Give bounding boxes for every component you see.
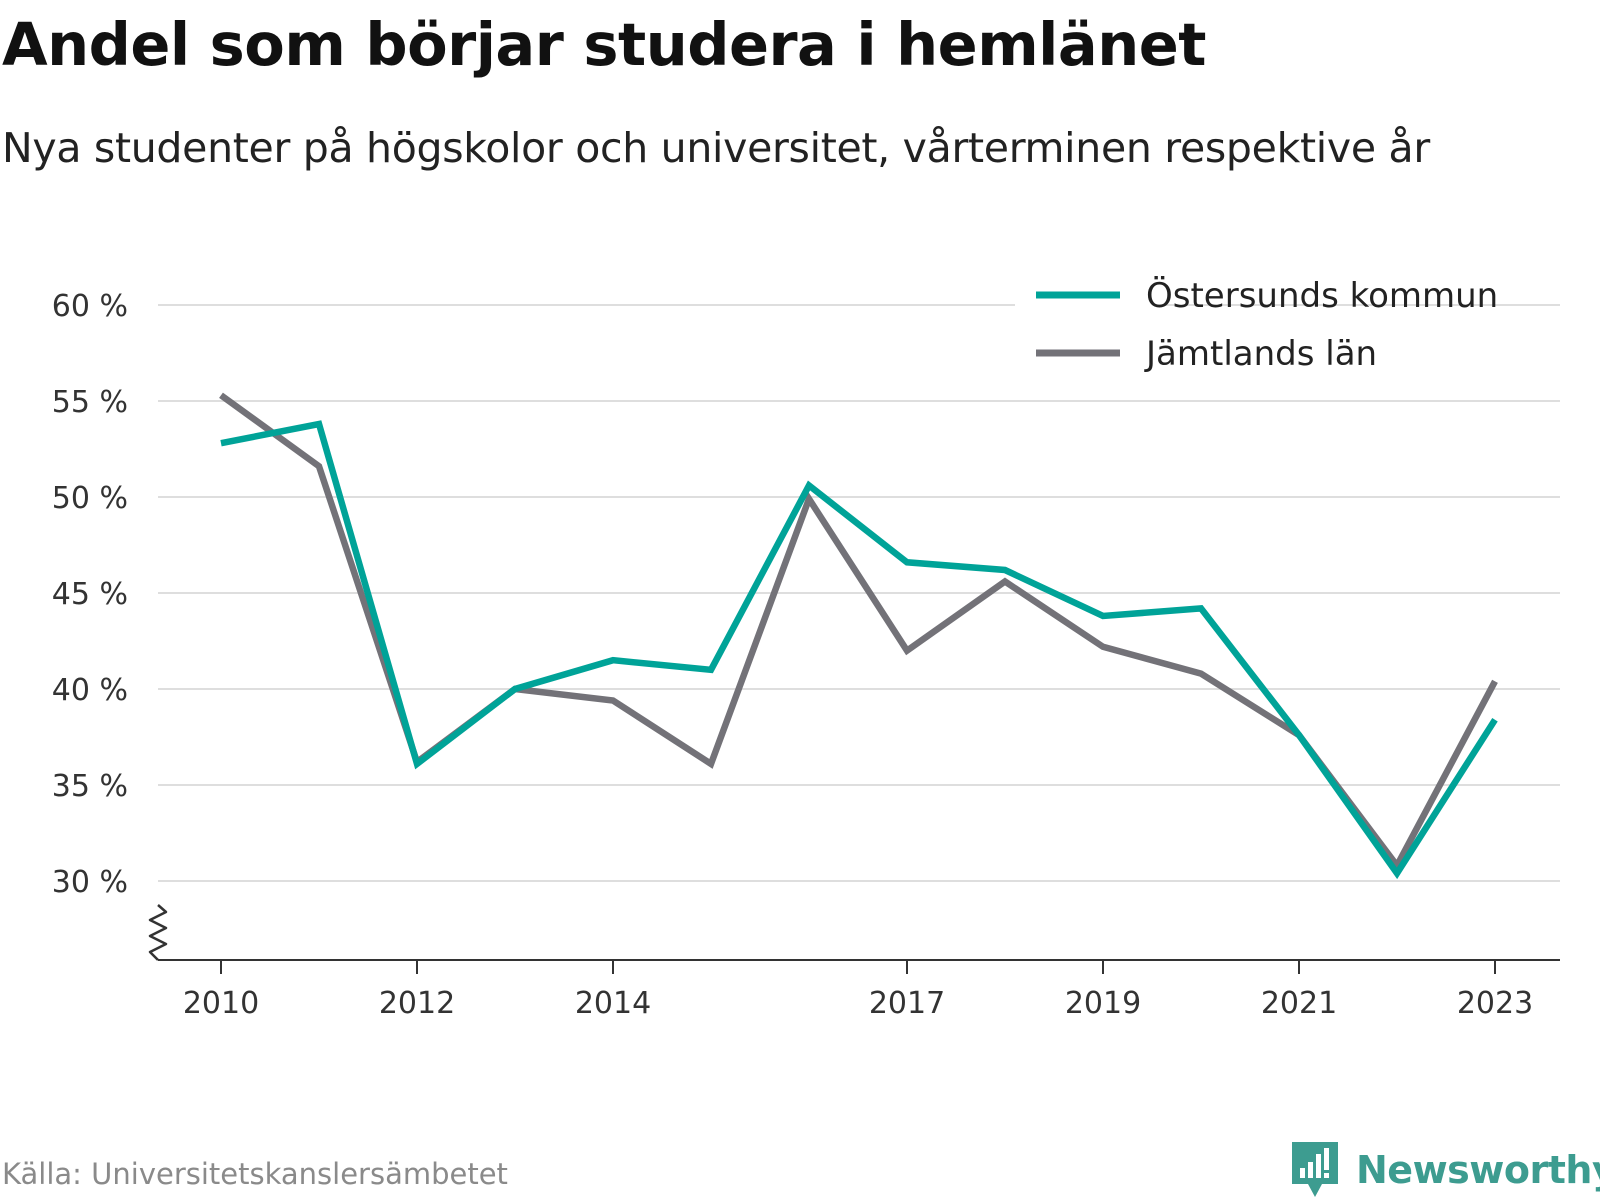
newsworthy-logo-icon [1292,1142,1338,1197]
series-line-östersunds-kommun [220,420,1498,880]
y-tick-label: 35 % [52,769,128,804]
x-tick-label: 2012 [379,986,455,1021]
legend-bg [1015,341,1155,383]
y-tick-label: 45 % [52,577,128,612]
series-lines [219,392,1498,880]
x-tick-label: 2021 [1261,986,1337,1021]
legend-bg [1015,283,1155,325]
legend-label: Jämtlands län [1144,334,1377,374]
series-line-jämtlands-län [219,392,1498,872]
legend: Östersunds kommun Jämtlands län [1015,275,1498,383]
source-note: Källa: Universitetskanslersämbetet [2,1157,508,1191]
y-tick-label: 30 % [52,865,128,900]
gridlines [158,304,1560,882]
x-axis [148,904,1560,974]
x-tick-label: 2019 [1065,986,1141,1021]
chart-title: Andel som börjar studera i hemlänet [2,10,1206,79]
x-tick-label: 2010 [183,986,259,1021]
x-tick-label: 2014 [575,986,651,1021]
x-axis-labels: 2010 2012 2014 2017 2019 2021 2023 [183,986,1533,1021]
chart-subtitle: Nya studenter på högskolor och universit… [2,124,1430,172]
axis-break-icon [148,904,168,961]
brand-logo: Newsworthy [1290,1140,1600,1200]
y-tick-label: 60 % [52,289,128,324]
legend-label: Östersunds kommun [1146,275,1498,316]
x-tick-label: 2017 [869,986,945,1021]
brand-name: Newsworthy [1356,1148,1600,1192]
y-tick-label: 40 % [52,673,128,708]
x-tick-label: 2023 [1457,986,1533,1021]
y-axis-labels: 30 % 35 % 40 % 45 % 50 % 55 % 60 % [52,289,128,900]
y-tick-label: 55 % [52,385,128,420]
y-tick-label: 50 % [52,481,128,516]
